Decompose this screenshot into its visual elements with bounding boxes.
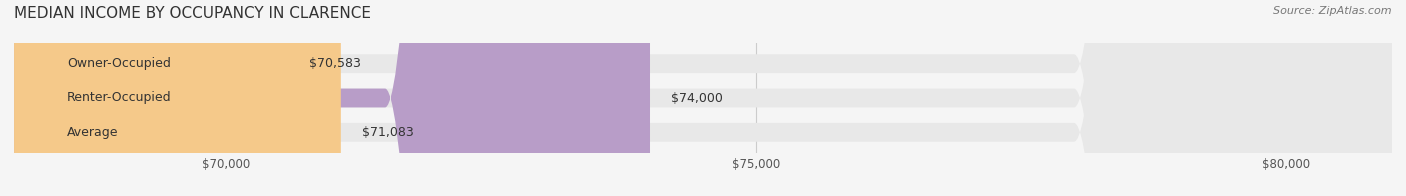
FancyBboxPatch shape bbox=[14, 0, 650, 196]
Text: $74,000: $74,000 bbox=[671, 92, 723, 104]
Text: $70,583: $70,583 bbox=[309, 57, 361, 70]
Text: $71,083: $71,083 bbox=[361, 126, 413, 139]
Text: MEDIAN INCOME BY OCCUPANCY IN CLARENCE: MEDIAN INCOME BY OCCUPANCY IN CLARENCE bbox=[14, 6, 371, 21]
FancyBboxPatch shape bbox=[14, 0, 1392, 196]
FancyBboxPatch shape bbox=[14, 0, 340, 196]
FancyBboxPatch shape bbox=[14, 0, 288, 196]
Text: Source: ZipAtlas.com: Source: ZipAtlas.com bbox=[1274, 6, 1392, 16]
FancyBboxPatch shape bbox=[14, 0, 1392, 196]
Text: Owner-Occupied: Owner-Occupied bbox=[67, 57, 172, 70]
Text: Renter-Occupied: Renter-Occupied bbox=[67, 92, 172, 104]
Text: Average: Average bbox=[67, 126, 118, 139]
FancyBboxPatch shape bbox=[14, 0, 1392, 196]
